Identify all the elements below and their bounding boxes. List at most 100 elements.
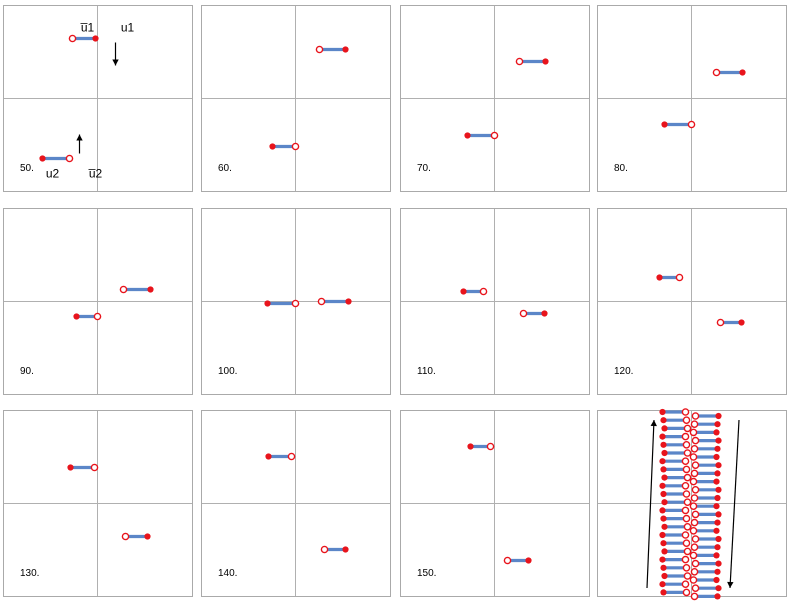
trace-pair-right (690, 543, 721, 552)
filled-node-icon (660, 417, 667, 424)
filled-node-icon (659, 408, 666, 416)
trace-pair-left (659, 408, 690, 416)
filled-node-icon (660, 540, 667, 547)
trace-pair-left (661, 547, 692, 556)
trace-pair-right (689, 428, 720, 437)
open-node-icon (690, 469, 699, 478)
trace-pair-left (660, 465, 691, 474)
filled-node-icon (661, 425, 668, 432)
filled-node-icon (660, 589, 667, 596)
panel-7: 110. (400, 208, 590, 395)
trace-pair-right (691, 436, 722, 445)
step-label: 130. (20, 568, 39, 579)
filled-node-icon (659, 556, 666, 563)
filled-node-icon (715, 486, 722, 493)
open-node-icon (682, 514, 691, 523)
trace-pair-left (660, 564, 691, 572)
panel-9: 130. (3, 410, 193, 597)
open-node-icon (682, 490, 691, 498)
pair-bottom (464, 131, 499, 140)
filled-node-icon (661, 548, 668, 555)
pair-bottom (121, 532, 151, 541)
open-node-icon (486, 442, 495, 451)
pair-bottom (320, 545, 349, 554)
filled-node-icon (714, 593, 721, 600)
filled-node-icon (660, 490, 667, 498)
open-node-icon (119, 285, 128, 294)
trace-pair-left (661, 449, 692, 457)
filled-node-icon (345, 298, 352, 305)
filled-node-icon (144, 533, 151, 540)
node-label-u2: u2 (46, 167, 60, 181)
pair-bottom (39, 154, 74, 163)
open-node-icon (681, 457, 690, 466)
open-node-icon (716, 318, 725, 327)
filled-node-icon (264, 300, 271, 307)
open-node-icon (691, 510, 700, 519)
node-label-u1-bar: u̅1 (80, 21, 95, 35)
filled-node-icon (715, 437, 722, 444)
open-node-icon (682, 564, 691, 572)
filled-node-icon (265, 453, 272, 460)
trace-pair-right (691, 535, 722, 543)
pair-top (656, 273, 684, 282)
open-node-icon (690, 543, 699, 552)
open-node-icon (691, 535, 700, 543)
trace-pair-right (691, 584, 722, 593)
step-label: 60. (218, 163, 232, 174)
open-node-icon (689, 527, 698, 535)
pair-top (460, 287, 488, 296)
step-label: 70. (417, 163, 431, 174)
filled-node-icon (714, 544, 721, 551)
open-node-icon (490, 131, 499, 140)
open-node-icon (691, 461, 700, 470)
filled-node-icon (714, 519, 721, 526)
open-node-icon (689, 428, 698, 437)
filled-node-icon (660, 515, 667, 522)
filled-node-icon (713, 453, 720, 461)
trace-pair-left (659, 555, 690, 564)
filled-node-icon (661, 121, 668, 128)
open-node-icon (93, 312, 102, 321)
trace-pair-left (661, 523, 692, 531)
open-node-icon (681, 432, 690, 441)
filled-node-icon (464, 132, 471, 139)
filled-node-icon (342, 46, 349, 53)
trace-pair-right (691, 412, 722, 420)
open-node-icon (690, 592, 699, 601)
trace-pair-left (660, 490, 691, 498)
filled-node-icon (661, 523, 668, 530)
pair-bottom (503, 556, 532, 565)
trace-pair-right (690, 469, 721, 478)
open-node-icon (683, 473, 692, 482)
arrow-head-icon (112, 59, 119, 66)
open-node-icon (291, 299, 300, 308)
open-node-icon (681, 531, 690, 539)
filled-node-icon (73, 313, 80, 320)
open-node-icon (689, 551, 698, 560)
downward-arrow (727, 419, 740, 589)
open-node-icon (519, 309, 528, 318)
arrow-shaft (646, 419, 655, 589)
open-node-icon (712, 68, 721, 77)
open-node-icon (691, 559, 700, 568)
trace-pair-left (660, 514, 691, 523)
filled-node-icon (659, 581, 666, 588)
open-node-icon (687, 120, 696, 129)
filled-node-icon (661, 499, 668, 506)
filled-node-icon (715, 560, 722, 567)
open-node-icon (683, 572, 692, 580)
open-node-icon (683, 523, 692, 531)
filled-node-icon (715, 412, 722, 420)
filled-node-icon (660, 564, 667, 571)
filled-node-icon (715, 462, 722, 469)
down-arrow (112, 42, 119, 66)
filled-node-icon (661, 572, 668, 580)
filled-node-icon (714, 494, 721, 502)
upward-arrow (646, 419, 657, 589)
filled-node-icon (92, 35, 99, 42)
open-node-icon (691, 412, 700, 420)
filled-node-icon (659, 482, 666, 489)
filled-node-icon (713, 527, 720, 534)
filled-node-icon (715, 585, 722, 592)
